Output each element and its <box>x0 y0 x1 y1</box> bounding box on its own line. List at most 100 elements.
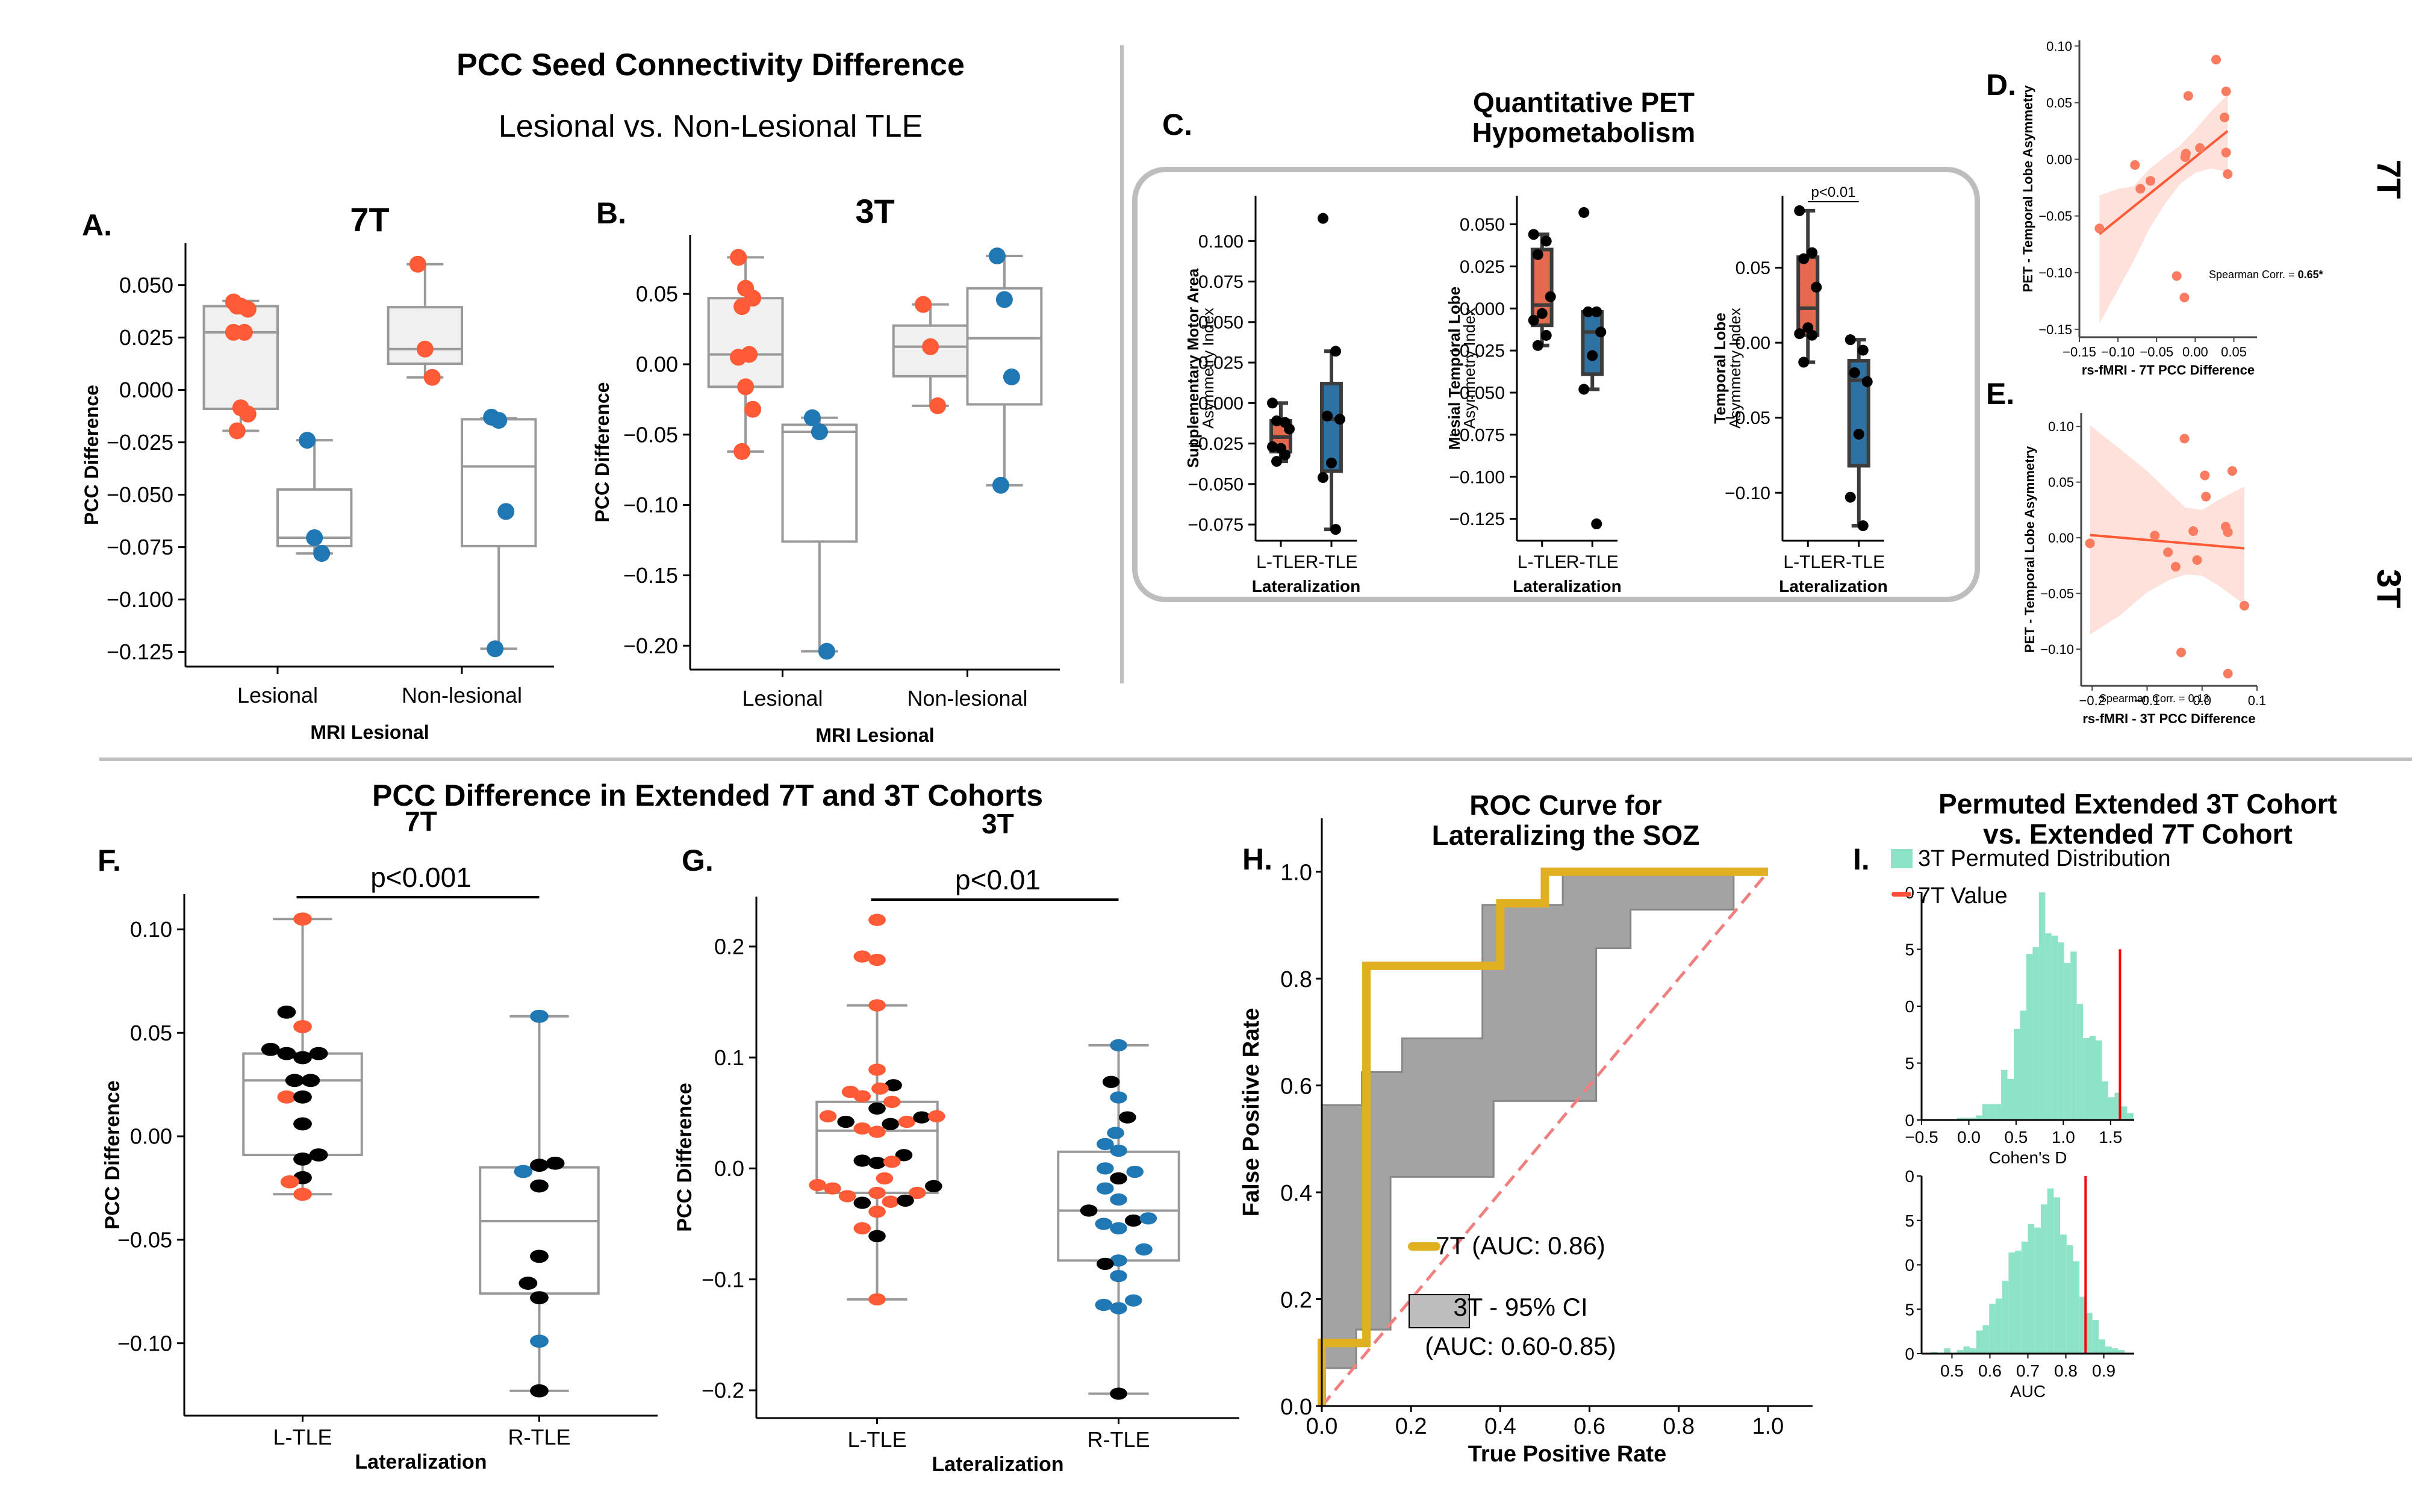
data-point <box>1857 520 1869 532</box>
left-tle-point <box>929 397 947 414</box>
extended-cohort-point <box>293 1090 312 1104</box>
extended-cohort-point <box>885 1079 902 1092</box>
data-point <box>2195 143 2205 153</box>
y-tick-label: 0 <box>1905 1256 1914 1275</box>
histogram-bar <box>2064 963 2071 1120</box>
x-axis-label: rs-fMRI - 7T PCC Difference <box>2082 362 2255 378</box>
data-point <box>1845 491 1856 503</box>
y-tick-label: −0.15 <box>2038 322 2072 337</box>
extended-cohort-point <box>293 1051 312 1065</box>
y-tick-label: 0.000 <box>1460 299 1505 319</box>
data-point <box>1849 367 1860 378</box>
right-tle-point <box>1110 1144 1127 1157</box>
histogram-bar <box>2060 1234 2067 1354</box>
x-tick-label: 0.1 <box>2248 693 2267 708</box>
y-tick-label: −0.05 <box>2040 586 2074 602</box>
data-point <box>1532 249 1543 260</box>
data-point <box>2220 112 2230 122</box>
box <box>461 418 537 547</box>
right-tle-point <box>1095 1218 1113 1230</box>
legend-3t-label: 3T - 95% CI <box>1453 1293 1587 1321</box>
left-tle-point <box>908 1186 926 1199</box>
left-tle-point <box>882 1195 900 1208</box>
x-tick-label: 0.0 <box>1306 1414 1338 1439</box>
x-tick-label: Non-lesional <box>907 686 1027 711</box>
data-point <box>1318 472 1328 484</box>
y-tick-label: 0.05 <box>636 282 678 306</box>
roc-title-line2: Lateralizing the SOZ <box>1431 820 1700 851</box>
y-tick-label: −0.025 <box>1188 434 1244 454</box>
x-tick-label: 0.5 <box>1940 1361 1964 1380</box>
extended-cohort-point <box>853 1154 871 1167</box>
regression-line <box>2090 534 2245 550</box>
x-tick-label: 0.9 <box>2092 1361 2115 1380</box>
x-tick-label: 0.0 <box>2193 693 2211 708</box>
data-point <box>2085 538 2095 549</box>
right-tle-point <box>1110 1039 1127 1052</box>
left-tle-point <box>737 378 755 396</box>
data-point <box>2223 527 2233 537</box>
x-tick-label: L-TLE <box>1518 552 1567 572</box>
histogram-bar <box>2118 1350 2125 1354</box>
y-tick-label: 0.00 <box>2046 152 2072 167</box>
x-tick-label: 0.8 <box>1663 1414 1695 1439</box>
left-tle-point <box>898 1115 916 1128</box>
right-tle-point <box>1096 1137 1114 1151</box>
left-tle-point <box>228 297 246 315</box>
perm-title-line2: vs. Extended 7T Cohort <box>1983 818 2293 850</box>
data-point <box>2192 555 2202 565</box>
y-tick-label: −0.050 <box>1188 474 1244 494</box>
data-point <box>1284 423 1295 435</box>
x-tick-label: 1.0 <box>2052 1128 2075 1146</box>
histogram-bar <box>2032 947 2039 1120</box>
y-axis-label: PET - Temporal Lobe Asymmetry <box>2020 85 2035 292</box>
y-tick-label: 0.05 <box>130 1021 172 1045</box>
left-tle-point <box>733 298 751 316</box>
legend-permuted-swatch <box>1891 849 1913 868</box>
left-tle-point <box>868 1293 886 1305</box>
left-tle-point <box>853 1222 871 1235</box>
right-tle-point <box>1096 1162 1114 1175</box>
y-tick-label: −0.075 <box>107 535 173 559</box>
histogram-bar <box>2014 1028 2020 1120</box>
extended-cohort-point <box>1124 1214 1142 1227</box>
x-tick-label: 0.5 <box>2004 1128 2028 1146</box>
panel-label-d: D. <box>1986 68 2016 102</box>
y-tick-label: 0.00 <box>130 1124 172 1149</box>
x-tick-label: 0.00 <box>2182 344 2208 359</box>
data-point <box>2223 668 2233 679</box>
box <box>781 423 858 543</box>
horizontal-divider <box>99 758 2412 761</box>
data-point <box>2221 148 2231 158</box>
right-tle-point <box>1124 1294 1142 1307</box>
left-tle-point <box>876 1172 894 1185</box>
roc-title-line1: ROC Curve for <box>1469 789 1662 821</box>
y-axis-label-bold: Supplementary Motor Area <box>1184 268 1202 468</box>
left-tle-point <box>883 1095 901 1109</box>
histogram-bar <box>1969 1118 1976 1120</box>
extended-cohort-point <box>868 1230 886 1242</box>
spearman-annotation: Spearman Corr. = 0.65* <box>2209 269 2323 281</box>
left-tle-point <box>868 953 886 966</box>
histogram-bar <box>2021 1242 2028 1354</box>
histogram-bar <box>2038 892 2046 1120</box>
y-tick-label: 0.05 <box>2046 95 2072 110</box>
x-axis-label: MRI Lesional <box>310 721 429 743</box>
right-tle-point <box>992 476 1009 494</box>
y-tick-label: 0.000 <box>1198 394 1244 414</box>
y-tick-label: 0.0 <box>1280 1395 1312 1420</box>
confidence-band <box>2099 95 2228 324</box>
data-point <box>2135 184 2146 194</box>
extended-cohort-point <box>913 1111 930 1124</box>
x-tick-label: 0.4 <box>1484 1414 1516 1439</box>
data-point <box>1330 346 1341 357</box>
regression-line <box>2099 129 2229 235</box>
histogram-bar <box>2045 933 2052 1120</box>
extended-cohort-point <box>868 1102 886 1115</box>
x-axis-label: Cohen's D <box>1989 1148 2067 1167</box>
extended-cohort-point <box>895 1149 913 1162</box>
right-tle-point <box>1126 1165 1144 1178</box>
x-tick-label: L-TLE <box>273 1425 332 1449</box>
extended-cohort-point <box>293 1152 312 1166</box>
y-tick-label: 5 <box>1905 1054 1914 1073</box>
